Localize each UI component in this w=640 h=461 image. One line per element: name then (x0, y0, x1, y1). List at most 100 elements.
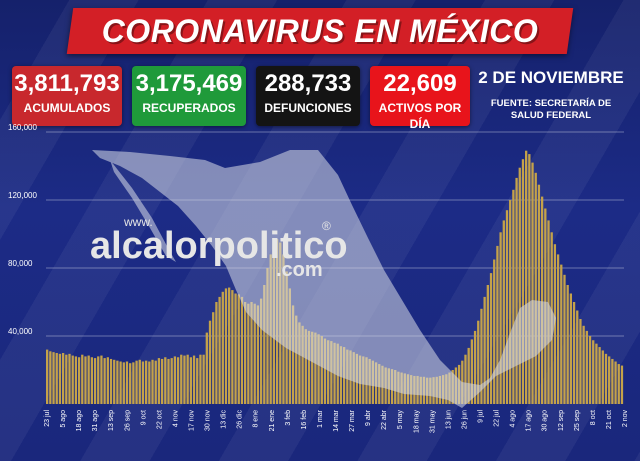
x-tick-label: 26 dic (237, 410, 244, 429)
bar (263, 285, 266, 404)
bar (572, 302, 576, 404)
bar (486, 285, 489, 404)
x-tick-label: 5 ago (60, 410, 67, 428)
y-axis-ticks: 40,000 80,000 120,000 160,000 (8, 123, 37, 336)
bar (58, 353, 62, 404)
bar (598, 347, 601, 404)
x-tick-label: 26 jun (461, 410, 468, 429)
bar (93, 358, 97, 404)
bar (170, 358, 173, 404)
bar (259, 298, 263, 404)
bar (470, 339, 474, 404)
y-tick-label: 40,000 (8, 327, 33, 336)
bar (116, 360, 119, 404)
bar (327, 340, 330, 404)
bar (528, 154, 531, 404)
watermark-registered-mark: ® (322, 219, 331, 233)
bar (224, 288, 228, 404)
stat-defunciones-value: 288,733 (264, 70, 352, 97)
bar (592, 340, 595, 404)
bar (250, 302, 253, 404)
x-tick-label: 22 jul (494, 410, 501, 427)
bar (323, 338, 327, 404)
x-tick-label: 13 sep (108, 410, 115, 431)
x-tick-label: 25 sep (574, 410, 581, 431)
x-tick-label: 4 nov (172, 410, 179, 428)
bar (212, 312, 215, 404)
source-note: FUENTE: SECRETARÍA DE SALUD FEDERAL (490, 98, 612, 121)
bar (122, 362, 125, 404)
bar (617, 364, 620, 404)
bar (205, 332, 208, 404)
bar (202, 354, 205, 404)
bar (186, 354, 189, 404)
bar (582, 325, 585, 404)
bar (537, 184, 541, 404)
bar (84, 356, 87, 404)
bar (569, 293, 573, 404)
bar (215, 302, 218, 404)
bar (52, 352, 55, 404)
x-tick-label: 3 feb (285, 410, 292, 426)
bar (196, 358, 199, 404)
bar (534, 172, 537, 404)
bar (512, 189, 515, 404)
x-tick-label: 9 abr (365, 409, 372, 426)
bar (119, 361, 122, 404)
bar (100, 355, 103, 404)
bar (138, 359, 141, 404)
bar (611, 358, 614, 404)
bar (247, 303, 250, 404)
bar (77, 357, 81, 404)
bar (311, 331, 314, 404)
watermark-prefix: www. (123, 215, 153, 229)
watermark: www. alcalorpolitico ® .com (90, 215, 348, 281)
bar (103, 358, 106, 404)
stat-defunciones-label: DEFUNCIONES (264, 101, 352, 115)
watermark-suffix: .com (276, 259, 323, 281)
bar (208, 320, 212, 404)
bar (49, 351, 52, 404)
bar (467, 347, 470, 404)
x-tick-label: 31 ago (92, 410, 99, 432)
bar (125, 361, 129, 404)
bar (65, 354, 68, 404)
stat-defunciones: 288,733 DEFUNCIONES (256, 66, 360, 126)
bar (531, 162, 534, 404)
bar (595, 343, 598, 404)
bar (489, 273, 493, 404)
bar (132, 362, 135, 404)
bar (515, 177, 518, 404)
bar (144, 360, 148, 404)
bar (320, 336, 323, 404)
stat-recuperados: 3,175,469 RECUPERADOS (132, 66, 246, 126)
x-tick-label: 16 feb (301, 410, 308, 430)
bar (521, 159, 525, 404)
x-tick-label: 31 may (429, 410, 436, 433)
y-tick-label: 160,000 (8, 123, 37, 132)
bar (61, 353, 65, 404)
bar (480, 308, 483, 404)
bar (298, 322, 301, 404)
stat-acumulados-value: 3,811,793 (14, 70, 120, 97)
bar (240, 296, 244, 404)
bar (183, 355, 186, 404)
bar (553, 244, 557, 404)
report-date: 2 DE NOVIEMBRE (478, 68, 624, 87)
x-tick-label: 26 sep (124, 410, 131, 431)
bar (525, 150, 528, 404)
bar (141, 361, 145, 404)
stat-acumulados-label: ACUMULADOS (23, 101, 111, 115)
bar (148, 361, 151, 404)
x-tick-label: 18 ago (76, 410, 83, 432)
bar (97, 356, 100, 404)
x-tick-label: 13 dic (221, 410, 228, 429)
bar (563, 274, 566, 404)
bar (113, 359, 116, 404)
x-tick-label: 5 may (397, 410, 404, 430)
x-tick-label: 27 mar (349, 409, 356, 431)
bar (256, 305, 260, 404)
bar (74, 356, 78, 404)
x-tick-label: 17 nov (189, 410, 196, 432)
